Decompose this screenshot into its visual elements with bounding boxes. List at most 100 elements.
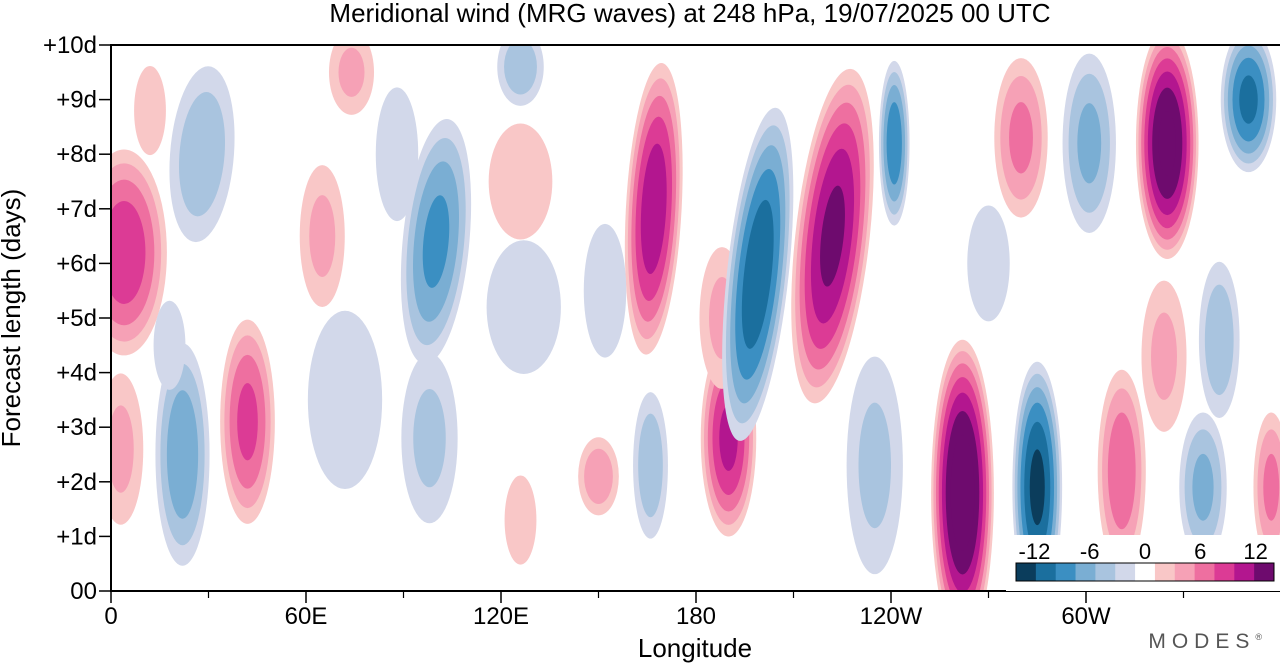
colorbar-swatch bbox=[1016, 563, 1037, 581]
colorbar-label: 0 bbox=[1139, 539, 1151, 564]
contour-level-6 bbox=[1263, 453, 1280, 521]
contour-level--2 bbox=[375, 87, 419, 222]
southerly-anomaly-34 bbox=[1135, 45, 1199, 259]
northerly-anomaly-24 bbox=[722, 107, 794, 441]
contour-level-10 bbox=[640, 143, 667, 274]
y-tick-label: +5d bbox=[56, 305, 97, 332]
contour-level--10 bbox=[741, 199, 774, 349]
southerly-anomaly-25 bbox=[791, 68, 874, 404]
colorbar-swatch bbox=[1154, 563, 1176, 581]
contour-level-6 bbox=[1009, 102, 1033, 174]
y-tick-label: 00 bbox=[70, 578, 97, 605]
contour-level-2 bbox=[488, 123, 553, 240]
x-tick-label: 120E bbox=[473, 603, 529, 630]
y-tick-label: +3d bbox=[56, 414, 97, 441]
y-axis: 00 +1d +2d +3d +4d +5d +6d +7d +8d +9d +10d bbox=[43, 32, 111, 605]
colorbar-outline bbox=[1015, 562, 1275, 582]
colorbar-swatch bbox=[1234, 563, 1255, 581]
colorbar-swatch bbox=[1214, 563, 1235, 581]
contour-level-8 bbox=[111, 201, 146, 304]
y-tick-label: +2d bbox=[56, 469, 97, 496]
x-tick-label: 60E bbox=[285, 603, 328, 630]
contour-level--2 bbox=[967, 205, 1010, 322]
colorbar-swatch bbox=[1035, 563, 1057, 581]
contour-level--4 bbox=[413, 388, 446, 488]
contour-level--10 bbox=[1239, 75, 1258, 124]
x-tick-label: 180 bbox=[676, 603, 716, 630]
southerly-anomaly-15 bbox=[504, 475, 537, 565]
x-axis-label: Longitude bbox=[638, 633, 752, 663]
colorbar-swatch bbox=[1174, 563, 1196, 581]
y-axis-label: Forecast length (days) bbox=[0, 189, 26, 448]
x-axis: 0 60E 120E 180 120W 60W bbox=[104, 591, 1185, 630]
contour-level-4 bbox=[309, 195, 336, 278]
contour-level--8 bbox=[886, 102, 902, 185]
y-tick-label: +9d bbox=[56, 87, 97, 114]
southerly-anomaly-1 bbox=[111, 149, 167, 356]
northerly-anomaly-36 bbox=[1198, 261, 1240, 418]
y-tick-label: +7d bbox=[56, 196, 97, 223]
northerly-anomaly-37 bbox=[1179, 412, 1227, 563]
northerly-anomaly-11 bbox=[400, 118, 472, 365]
southerly-anomaly-30 bbox=[994, 58, 1048, 218]
colorbar-label: 6 bbox=[1194, 539, 1206, 564]
southerly-anomaly-33 bbox=[1097, 369, 1146, 572]
southerly-anomaly-16 bbox=[578, 437, 619, 516]
y-tick-label: +6d bbox=[56, 250, 97, 277]
contour-level--2 bbox=[307, 310, 383, 490]
colorbar-swatch bbox=[1055, 563, 1077, 581]
colorbar-swatch bbox=[1075, 563, 1096, 581]
contour-level--6 bbox=[1077, 103, 1102, 184]
contour-level--2 bbox=[583, 223, 627, 358]
colorbar-swatch bbox=[1115, 563, 1136, 581]
colorbar-swatch bbox=[1194, 563, 1215, 581]
colorbar-swatches bbox=[1015, 562, 1275, 582]
northerly-anomaly-32 bbox=[1062, 53, 1116, 233]
y-tick-label: +4d bbox=[56, 360, 97, 387]
x-tick-label: 0 bbox=[104, 603, 117, 630]
wind-field bbox=[111, 45, 1280, 591]
contour-level-6 bbox=[1107, 412, 1136, 530]
contour-level-4 bbox=[338, 47, 365, 97]
x-tick-label: 60W bbox=[1061, 603, 1111, 630]
contour-level-4 bbox=[1151, 312, 1177, 400]
y-tick-label: +8d bbox=[56, 141, 97, 168]
colorbar-label: -6 bbox=[1080, 539, 1100, 564]
southerly-anomaly-35 bbox=[1141, 280, 1187, 432]
contour-level--4 bbox=[178, 92, 226, 217]
colorbar: -12 -6 0 6 12 bbox=[1006, 535, 1280, 591]
contour-level--4 bbox=[1204, 284, 1234, 396]
northerly-anomaly-5 bbox=[169, 66, 235, 243]
northerly-anomaly-21 bbox=[583, 223, 627, 358]
contour-level-14 bbox=[950, 434, 975, 551]
contour-level--4 bbox=[504, 45, 537, 95]
registered-mark: ® bbox=[1255, 632, 1262, 642]
contour-level--6 bbox=[1192, 453, 1214, 521]
contour-level-14 bbox=[1158, 111, 1176, 176]
colorbar-labels: -12 -6 0 6 12 bbox=[1019, 539, 1268, 564]
contour-level--8 bbox=[422, 195, 450, 288]
colorbar-label: 12 bbox=[1243, 539, 1267, 564]
contour-level--6 bbox=[166, 390, 199, 519]
contour-level-2 bbox=[134, 65, 166, 156]
northerly-anomaly-27 bbox=[846, 356, 903, 575]
southerly-anomaly-9 bbox=[328, 45, 375, 115]
chart-title: Meridional wind (MRG waves) at 248 hPa, … bbox=[329, 0, 1050, 28]
modes-logo: MODES® bbox=[1148, 630, 1262, 654]
colorbar-label: -12 bbox=[1019, 539, 1051, 564]
contour-level-2 bbox=[504, 475, 537, 565]
contour-level--4 bbox=[858, 402, 891, 529]
y-tick-label: +1d bbox=[56, 523, 97, 550]
southerly-anomaly-28 bbox=[931, 339, 994, 591]
colorbar-swatch bbox=[1095, 563, 1116, 581]
contour-level-8 bbox=[237, 383, 258, 461]
northerly-anomaly-17 bbox=[486, 240, 561, 374]
northerly-anomaly-31 bbox=[967, 205, 1010, 322]
southerly-anomaly-3 bbox=[134, 65, 166, 156]
contour-level-4 bbox=[584, 448, 613, 504]
contour-level-4 bbox=[111, 405, 134, 493]
contour-level-12 bbox=[820, 185, 845, 287]
northerly-anomaly-10 bbox=[307, 310, 383, 490]
northerly-anomaly-6 bbox=[153, 300, 186, 390]
